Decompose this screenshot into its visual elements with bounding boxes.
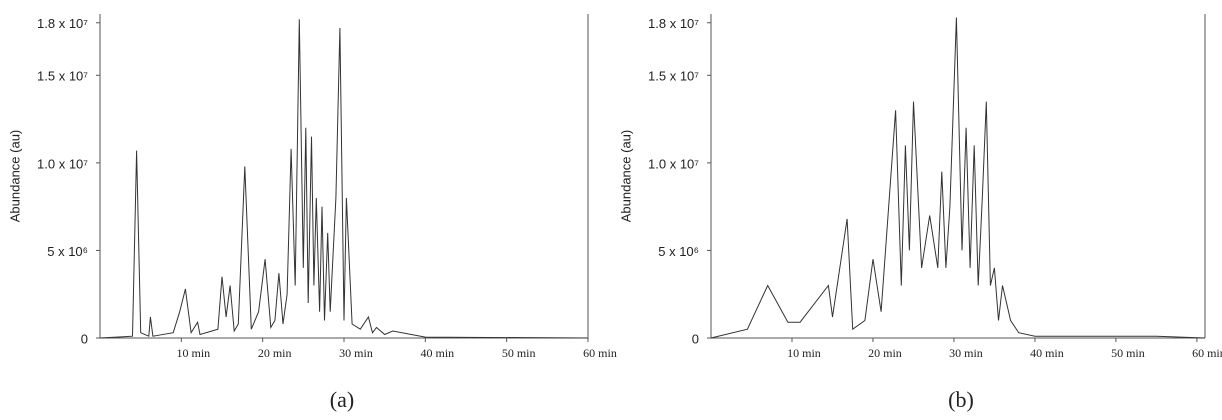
x-tick-label: 50 min [1111,346,1145,360]
y-tick-label: 1.0 x 10⁷ [648,156,699,171]
x-tick-label: 60 min [1192,346,1222,360]
x-tick-label: 50 min [502,346,536,360]
y-tick-label: 5 x 10⁶ [658,244,699,259]
x-tick-label: 40 min [420,346,454,360]
x-tick-label: 40 min [1030,346,1064,360]
chromatogram-line [710,17,1206,339]
x-tick-label: 30 min [339,346,373,360]
y-axis-label: Abundance (au) [7,130,22,223]
x-tick-label: 30 min [949,346,983,360]
chromatogram-line [99,19,589,339]
x-tick-label: 20 min [258,346,292,360]
y-tick-label: 5 x 10⁶ [47,244,88,259]
x-tick-label: 10 min [787,346,821,360]
y-tick-label: 1.8 x 10⁷ [648,16,699,31]
panel-label: (b) [948,387,974,412]
y-tick-label: 1.8 x 10⁷ [37,16,88,31]
x-tick-label: 60 min [583,346,617,360]
y-tick-label: 0 [81,331,88,346]
y-tick-label: 0 [692,331,699,346]
y-axis-label: Abundance (au) [618,130,633,223]
x-tick-label: 10 min [176,346,210,360]
panel-label: (a) [330,387,354,412]
y-tick-label: 1.0 x 10⁷ [37,156,88,171]
y-tick-label: 1.5 x 10⁷ [37,69,88,84]
x-tick-label: 20 min [868,346,902,360]
y-tick-label: 1.5 x 10⁷ [648,69,699,84]
